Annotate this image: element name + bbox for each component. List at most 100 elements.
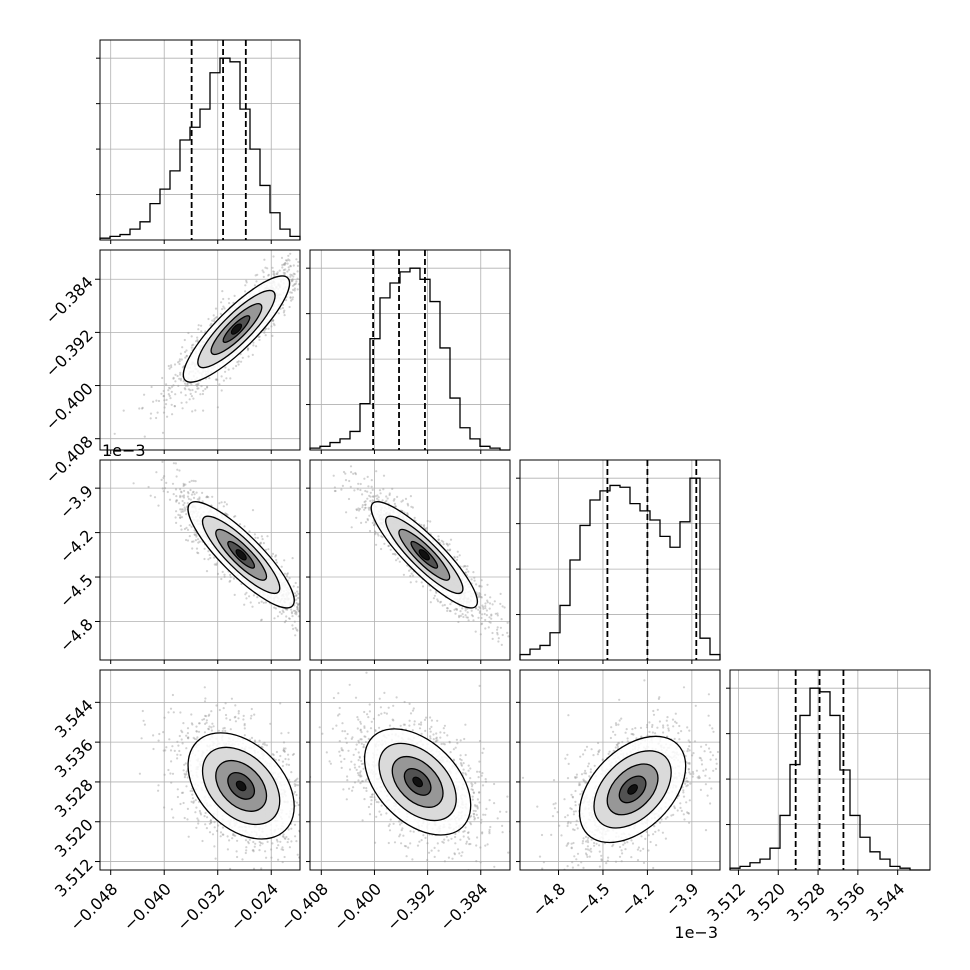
- histogram-panel-3: [726, 669, 931, 871]
- scatter-point: [290, 771, 293, 774]
- scatter-point: [172, 462, 175, 465]
- scatter-point: [465, 568, 468, 571]
- scatter-point: [197, 552, 200, 555]
- scatter-point: [185, 538, 188, 542]
- scatter-point: [197, 541, 200, 544]
- scatter-point: [282, 741, 286, 744]
- scatter-point: [292, 288, 295, 291]
- scatter-point: [286, 572, 289, 575]
- scatter-point: [190, 395, 193, 398]
- scatter-point: [222, 297, 225, 301]
- scatter-point: [174, 393, 177, 396]
- scatter-point: [296, 606, 299, 609]
- scatter-point: [477, 595, 480, 599]
- scatter-point: [263, 331, 266, 334]
- scatter-point: [258, 840, 261, 844]
- scatter-point: [499, 626, 502, 629]
- scatter-point: [391, 487, 394, 490]
- scatter-point: [179, 508, 182, 511]
- scatter-point: [215, 563, 218, 567]
- scatter-point: [170, 366, 173, 369]
- scatter-point: [391, 552, 395, 556]
- scatter-point: [276, 271, 279, 274]
- scatter-point: [470, 609, 473, 612]
- scatter-point: [191, 344, 194, 347]
- scatter-point: [478, 592, 481, 595]
- scatter-point: [301, 599, 303, 601]
- scatter-point: [167, 389, 170, 392]
- scatter-point: [244, 839, 248, 842]
- scatter-point: [453, 555, 456, 559]
- scatter-point: [446, 607, 449, 610]
- scatter-point: [163, 475, 166, 478]
- scatter-point: [439, 601, 442, 604]
- scatter-point: [169, 397, 172, 400]
- scatter-point: [253, 284, 256, 287]
- scatter-point: [295, 280, 298, 283]
- scatter-point: [437, 535, 440, 538]
- joint-panel-2-1: [309, 459, 511, 661]
- scatter-point: [387, 544, 390, 548]
- scatter-point: [361, 504, 364, 507]
- scatter-point: [411, 506, 414, 509]
- scatter-point: [196, 498, 199, 501]
- scatter-point: [132, 482, 135, 485]
- scatter-point: [291, 296, 295, 299]
- scatter-point: [370, 485, 373, 488]
- scatter-point: [157, 784, 160, 787]
- scatter-point: [448, 543, 451, 546]
- scatter-point: [220, 577, 223, 581]
- scatter-point: [199, 393, 202, 396]
- scatter-point: [122, 409, 125, 412]
- scatter-point: [360, 521, 363, 525]
- scatter-point: [373, 530, 377, 533]
- scatter-point: [189, 488, 192, 492]
- scatter-point: [381, 499, 384, 502]
- scatter-point: [290, 827, 293, 830]
- scatter-point: [195, 491, 198, 494]
- scatter-point: [196, 339, 199, 342]
- scatter-point: [265, 744, 268, 747]
- scatter-point: [205, 715, 208, 718]
- scatter-point: [283, 263, 286, 266]
- scatter-point: [373, 524, 376, 527]
- scatter-point: [334, 489, 337, 493]
- scatter-point: [196, 387, 199, 390]
- scatter-point: [267, 548, 270, 551]
- scatter-point: [286, 270, 289, 273]
- scatter-point: [225, 717, 228, 720]
- scatter-point: [173, 363, 177, 366]
- scatter-point: [364, 503, 367, 506]
- scatter-point: [484, 607, 487, 610]
- scatter-point: [227, 297, 230, 300]
- scatter-point: [179, 373, 182, 376]
- scatter-point: [290, 274, 293, 277]
- histogram-step-line: [519, 477, 721, 660]
- scatter-point: [185, 355, 188, 358]
- scatter-point: [252, 849, 255, 852]
- scatter-point: [302, 269, 304, 271]
- scatter-point: [236, 855, 239, 859]
- scatter-point: [190, 493, 194, 496]
- scatter-point: [369, 499, 372, 503]
- scatter-point: [303, 256, 305, 258]
- scatter-point: [206, 495, 209, 498]
- scatter-point: [301, 603, 303, 605]
- scatter-point: [294, 592, 297, 595]
- scatter-point: [252, 594, 255, 597]
- scatter-point: [272, 319, 275, 322]
- scatter-point: [276, 272, 279, 276]
- scatter-point: [449, 603, 452, 606]
- scatter-point: [499, 592, 502, 596]
- scatter-point: [480, 622, 484, 625]
- scatter-point: [172, 377, 175, 380]
- scatter-point: [333, 486, 336, 489]
- scatter-point: [178, 360, 181, 363]
- scatter-point: [290, 280, 293, 283]
- scatter-point: [189, 789, 192, 793]
- scatter-point: [282, 303, 285, 306]
- scatter-point: [218, 383, 221, 386]
- scatter-point: [229, 573, 232, 577]
- scatter-point: [213, 318, 216, 321]
- scatter-point: [181, 495, 184, 498]
